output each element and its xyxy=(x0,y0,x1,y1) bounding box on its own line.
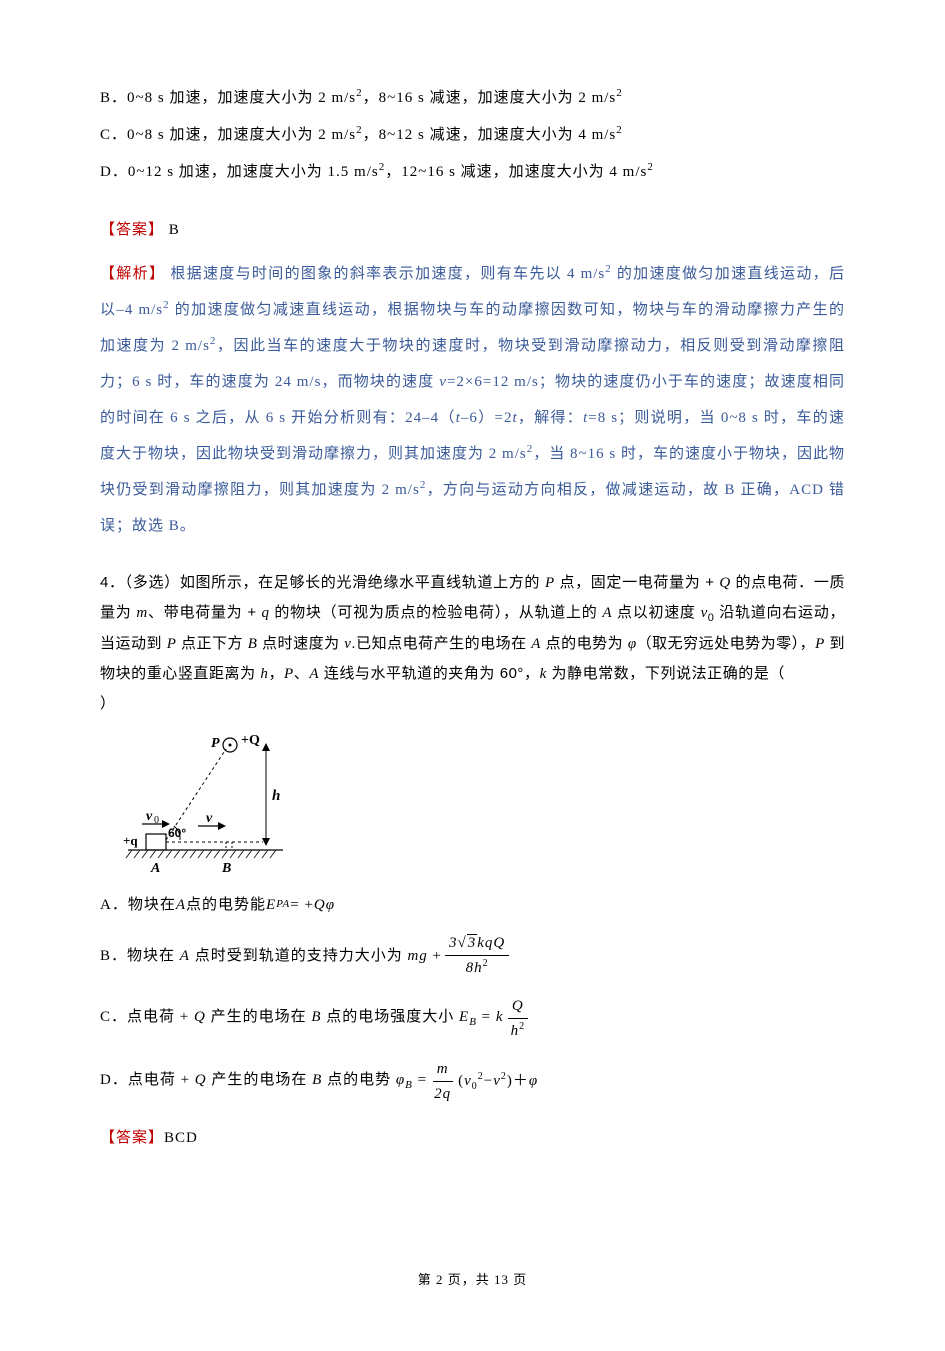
option-b: B．0~8 s 加速，加速度大小为 2 m/s2，8~16 s 减速，加速度大小… xyxy=(100,85,845,110)
q4-option-b: B．物块在 A 点时受到轨道的支持力大小为 mg + 33kqQ 8h2 xyxy=(100,931,845,980)
label-v0-sub: 0 xyxy=(154,815,159,826)
q4-stem: 4．（多选）如图所示，在足够长的光滑绝缘水平直线轨道上方的 P 点，固定一电荷量… xyxy=(100,568,845,719)
answer2-label: 【答案】 xyxy=(100,1130,164,1146)
option-c: C．0~8 s 加速，加速度大小为 2 m/s2，8~12 s 减速，加速度大小… xyxy=(100,122,845,147)
answer2-value: BCD xyxy=(164,1130,198,1146)
label-q: +q xyxy=(123,833,138,848)
explanation: 【解析】 根据速度与时间的图象的斜率表示加速度，则有车先以 4 m/s2 的加速… xyxy=(100,256,845,544)
answer-value: B xyxy=(169,222,180,238)
q4-multi: （多选） xyxy=(125,574,180,591)
label-v0: v xyxy=(146,809,153,824)
q4-diagram: P +Q h 60° v 0 v +q A B xyxy=(118,727,298,877)
answer-label: 【答案】 xyxy=(100,222,164,238)
answer-line: 【答案】 B xyxy=(100,218,845,242)
label-v: v xyxy=(206,811,213,826)
label-A: A xyxy=(150,861,160,876)
label-B: B xyxy=(221,861,231,876)
label-angle: 60° xyxy=(168,826,186,840)
label-h: h xyxy=(272,788,280,804)
q4-option-c: C．点电荷 + Q 产生的电场在 B 点的电场强度大小 EB = k Q h2 xyxy=(100,994,845,1043)
q4-number: 4． xyxy=(100,574,125,591)
answer2-line: 【答案】BCD xyxy=(100,1126,845,1150)
q4-option-d: D．点电荷 + Q 产生的电场在 B 点的电势 φB = m 2q (v02−v… xyxy=(100,1057,845,1106)
option-d: D．0~12 s 加速，加速度大小为 1.5 m/s2，12~16 s 减速，加… xyxy=(100,159,845,184)
q4-option-a: A．物块在 A 点的电势能 EPA = + Qφ xyxy=(100,893,845,917)
explain-label: 【解析】 xyxy=(100,266,165,282)
page-footer: 第 2 页，共 13 页 xyxy=(100,1270,845,1291)
label-Q: +Q xyxy=(241,733,260,748)
label-P: P xyxy=(211,736,220,751)
